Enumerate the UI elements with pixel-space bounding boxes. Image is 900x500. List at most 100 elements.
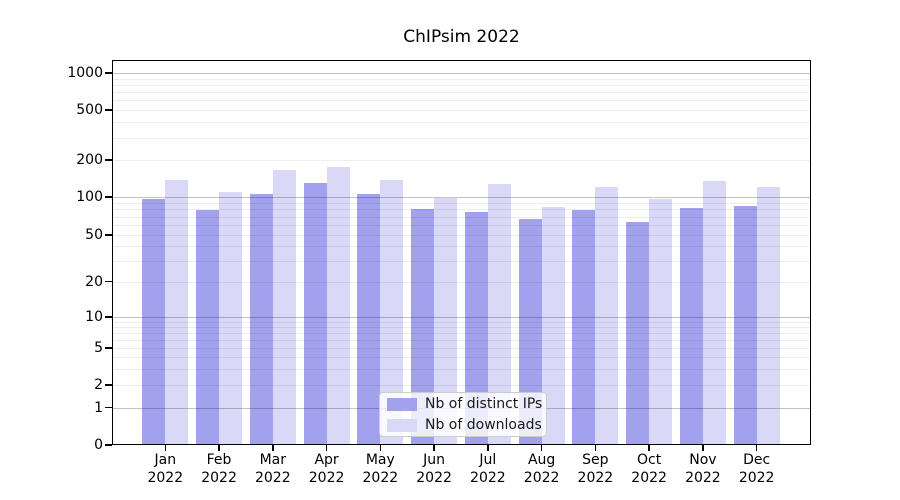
- bar-downloads: [434, 197, 458, 446]
- bar-downloads: [756, 186, 780, 446]
- x-tick-year: 2022: [577, 469, 614, 486]
- x-tick-month: Mar: [259, 452, 287, 468]
- x-tick-mark: [594, 445, 597, 451]
- y-grid-minor: [112, 357, 811, 358]
- legend: Nb of distinct IPs Nb of downloads: [379, 392, 547, 437]
- x-tick-year: 2022: [470, 469, 506, 486]
- y-tick-label: 500: [76, 102, 103, 118]
- x-tick-label: Mar 2022: [238, 452, 308, 487]
- y-grid-minor: [112, 100, 811, 102]
- x-tick-year: 2022: [254, 469, 291, 486]
- y-grid-minor: [112, 281, 811, 283]
- y-tick-label: 0: [94, 437, 103, 453]
- bar-downloads: [326, 167, 350, 446]
- y-tick-mark: [105, 159, 112, 161]
- y-tick-label: 2: [94, 377, 103, 393]
- x-tick-mark: [648, 445, 650, 451]
- y-tick-label: 10: [85, 309, 103, 325]
- x-tick-label: Oct 2022: [614, 452, 684, 487]
- x-tick-year: 2022: [685, 469, 721, 486]
- legend-swatch-downloads: [387, 418, 417, 432]
- y-tick-label: 5: [94, 340, 103, 356]
- y-tick-label: 50: [85, 227, 103, 243]
- y-grid-minor: [112, 137, 811, 139]
- x-tick-mark: [379, 445, 382, 451]
- x-tick-label: Dec 2022: [722, 452, 792, 487]
- x-tick-year: 2022: [147, 469, 184, 486]
- y-tick-label: 200: [76, 152, 103, 168]
- x-tick-year: 2022: [523, 469, 560, 486]
- x-tick-month: Jun: [423, 452, 446, 468]
- y-grid-minor: [112, 216, 811, 218]
- legend-label-distinct-ips: Nb of distinct IPs: [425, 396, 543, 412]
- y-grid-minor: [112, 260, 811, 262]
- legend-item-downloads: Nb of downloads: [387, 417, 542, 433]
- y-grid-minor: [112, 110, 811, 111]
- x-tick-label: Jun 2022: [399, 452, 469, 487]
- bar-downloads: [219, 191, 243, 446]
- y-grid-minor: [112, 348, 811, 349]
- y-grid-minor: [112, 202, 811, 204]
- x-tick-mark: [487, 445, 489, 451]
- y-tick-mark: [105, 109, 112, 111]
- x-tick-month: Apr: [314, 452, 339, 468]
- x-tick-month: Aug: [527, 452, 556, 468]
- y-grid-minor: [112, 326, 811, 328]
- y-grid-minor: [112, 84, 811, 86]
- grid-layer: [112, 60, 811, 445]
- x-tick-label: Jul 2022: [453, 452, 523, 487]
- x-tick-month: Dec: [743, 452, 771, 468]
- bar-downloads: [272, 169, 296, 446]
- bar-distinct-ips: [249, 193, 273, 446]
- y-grid-minor: [112, 368, 811, 370]
- x-tick-year: 2022: [308, 469, 345, 486]
- y-grid-minor: [112, 235, 811, 236]
- y-tick-label: 1000: [67, 65, 103, 81]
- bar-downloads: [595, 186, 619, 446]
- y-grid-minor: [112, 92, 811, 94]
- y-tick-mark: [105, 406, 112, 409]
- legend-label-downloads: Nb of downloads: [425, 417, 542, 433]
- bar-distinct-ips: [357, 194, 381, 446]
- x-tick-year: 2022: [362, 469, 399, 486]
- x-tick-label: Feb 2022: [184, 452, 254, 487]
- x-tick-year: 2022: [416, 469, 452, 486]
- y-grid-major: [112, 197, 811, 198]
- x-tick-label: Sep 2022: [560, 452, 630, 487]
- y-grid-major: [112, 73, 811, 74]
- x-tick-month: Jul: [479, 452, 497, 468]
- x-tick-label: Apr 2022: [292, 452, 362, 487]
- plot-area: [112, 60, 811, 446]
- y-tick-mark: [105, 72, 112, 74]
- x-tick-mark: [325, 445, 328, 451]
- bar-distinct-ips: [518, 218, 542, 446]
- x-tick-month: Nov: [689, 452, 717, 468]
- y-tick-label: 100: [76, 189, 103, 205]
- x-tick-month: May: [365, 452, 395, 468]
- y-grid-minor: [112, 225, 811, 226]
- y-grid-minor: [112, 339, 811, 341]
- chart-title: ChIPsim 2022: [403, 27, 520, 47]
- bar-distinct-ips: [679, 207, 703, 446]
- bar-downloads: [487, 183, 511, 446]
- y-tick-mark: [105, 347, 112, 349]
- y-tick-mark: [105, 234, 112, 236]
- x-tick-month: Sep: [582, 452, 609, 468]
- x-tick-mark: [540, 445, 543, 451]
- x-tick-mark: [272, 445, 274, 451]
- x-tick-month: Feb: [206, 452, 232, 468]
- y-tick-label: 20: [85, 273, 103, 290]
- x-tick-year: 2022: [631, 469, 667, 486]
- x-tick-label: Nov 2022: [668, 452, 738, 487]
- y-grid-minor: [112, 78, 811, 80]
- y-grid-minor: [112, 321, 811, 323]
- y-grid-minor: [112, 385, 811, 386]
- x-tick-month: Oct: [637, 452, 662, 468]
- y-grid-minor: [112, 246, 811, 248]
- y-grid-minor: [112, 209, 811, 211]
- y-tick-mark: [105, 316, 112, 318]
- x-tick-month: Jan: [154, 452, 177, 468]
- x-tick-label: Aug 2022: [507, 452, 577, 487]
- x-tick-mark: [755, 445, 758, 451]
